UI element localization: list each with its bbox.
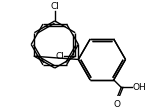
Text: O: O: [114, 100, 120, 109]
Text: Cl: Cl: [50, 2, 59, 11]
Text: OH: OH: [133, 83, 146, 92]
Text: Cl: Cl: [55, 52, 64, 61]
